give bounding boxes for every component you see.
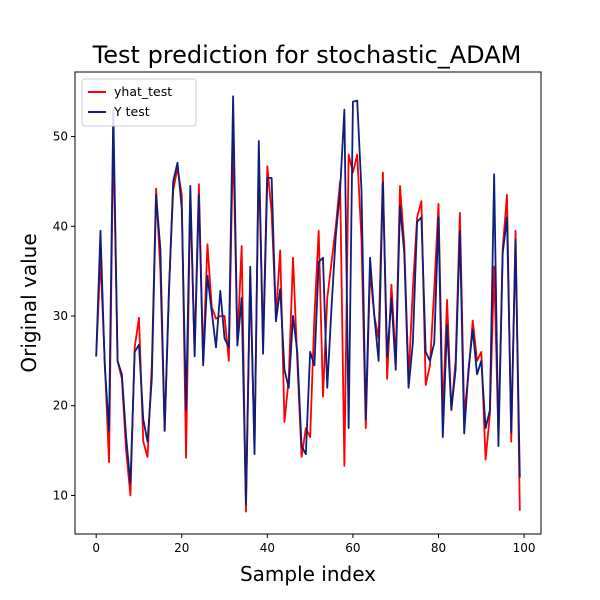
series-layer <box>95 95 521 513</box>
legend-label-yhat-test: yhat_test <box>114 84 172 99</box>
chart-title: Test prediction for stochastic_ADAM <box>92 41 522 69</box>
x-axis-title: Sample index <box>240 562 376 586</box>
x-tick-label: 40 <box>260 541 275 555</box>
x-tick-label: 20 <box>174 541 189 555</box>
x-axis: 0 20 40 60 80 100 <box>92 534 536 555</box>
y-tick-label: 30 <box>53 309 68 323</box>
y-tick-label: 10 <box>53 488 68 502</box>
y-tick-label: 20 <box>53 399 68 413</box>
y-axis: 10 20 30 40 50 <box>53 130 75 502</box>
y-axis-title: Original value <box>17 233 41 372</box>
x-tick-label: 100 <box>513 541 536 555</box>
y-tick-label: 40 <box>53 219 68 233</box>
y-tick-label: 50 <box>53 130 68 144</box>
x-tick-label: 80 <box>431 541 446 555</box>
series-line-y-test <box>95 95 521 506</box>
x-tick-label: 60 <box>345 541 360 555</box>
legend-box <box>81 78 197 127</box>
legend-label-y-test: Y test <box>113 104 150 119</box>
x-tick-label: 0 <box>92 541 100 555</box>
legend: yhat_test Y test <box>81 78 197 127</box>
plot-area-frame <box>74 71 542 535</box>
